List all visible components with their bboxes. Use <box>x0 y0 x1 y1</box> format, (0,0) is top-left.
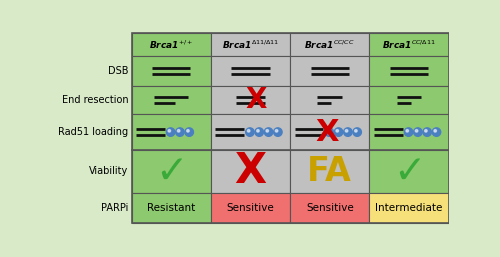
Circle shape <box>336 130 338 132</box>
Bar <box>290 86 370 114</box>
Circle shape <box>255 128 264 136</box>
Bar <box>290 192 370 223</box>
Bar <box>132 33 449 223</box>
Text: Sensitive: Sensitive <box>306 203 354 213</box>
Bar <box>370 114 449 150</box>
Text: End resection: End resection <box>62 95 128 105</box>
Bar <box>132 114 211 150</box>
Circle shape <box>168 130 170 132</box>
Text: X: X <box>315 118 338 146</box>
Text: Brca1$^{CC/\Delta11}$: Brca1$^{CC/\Delta11}$ <box>382 39 436 51</box>
Text: Rad51 loading: Rad51 loading <box>58 127 128 137</box>
Text: X: X <box>234 150 266 192</box>
Text: Brca1$^{+/+}$: Brca1$^{+/+}$ <box>149 39 194 51</box>
Circle shape <box>406 130 408 132</box>
Text: Resistant: Resistant <box>147 203 196 213</box>
Bar <box>132 86 211 114</box>
Circle shape <box>424 130 427 132</box>
Bar <box>290 114 370 150</box>
Text: X: X <box>246 86 268 114</box>
Text: ✓: ✓ <box>155 152 188 190</box>
Bar <box>211 192 290 223</box>
Circle shape <box>266 130 268 132</box>
Circle shape <box>354 130 357 132</box>
Bar <box>211 56 290 86</box>
Circle shape <box>346 130 348 132</box>
Bar <box>132 33 211 56</box>
Bar <box>211 114 290 150</box>
Text: Brca1$^{CC/CC}$: Brca1$^{CC/CC}$ <box>304 39 355 51</box>
Circle shape <box>186 130 189 132</box>
Bar <box>370 150 449 192</box>
Circle shape <box>414 128 422 136</box>
Circle shape <box>326 130 329 132</box>
Circle shape <box>404 128 413 136</box>
Circle shape <box>325 128 334 136</box>
Text: DSB: DSB <box>108 66 128 76</box>
Circle shape <box>264 128 273 136</box>
Bar <box>211 150 290 192</box>
Circle shape <box>178 130 180 132</box>
Circle shape <box>334 128 343 136</box>
Bar <box>370 33 449 56</box>
Text: ✓: ✓ <box>393 152 426 190</box>
Bar <box>132 192 211 223</box>
Text: FA: FA <box>308 155 352 188</box>
Circle shape <box>353 128 362 136</box>
Bar <box>211 86 290 114</box>
Circle shape <box>423 128 432 136</box>
Bar <box>132 150 211 192</box>
Circle shape <box>274 128 282 136</box>
Circle shape <box>166 128 175 136</box>
Bar <box>290 33 370 56</box>
Circle shape <box>256 130 259 132</box>
Circle shape <box>176 128 184 136</box>
Bar <box>370 192 449 223</box>
Circle shape <box>185 128 194 136</box>
Bar <box>290 56 370 86</box>
Circle shape <box>344 128 352 136</box>
Bar <box>370 56 449 86</box>
Text: Sensitive: Sensitive <box>226 203 274 213</box>
Bar <box>290 150 370 192</box>
Bar <box>370 86 449 114</box>
Circle shape <box>276 130 278 132</box>
Bar <box>132 56 211 86</box>
Text: PARPi: PARPi <box>101 203 128 213</box>
Circle shape <box>248 130 250 132</box>
Bar <box>211 33 290 56</box>
Circle shape <box>434 130 436 132</box>
Text: Viability: Viability <box>89 166 128 176</box>
Text: Intermediate: Intermediate <box>376 203 443 213</box>
Text: Brca1$^{\Delta11/\Delta11}$: Brca1$^{\Delta11/\Delta11}$ <box>222 39 279 51</box>
Circle shape <box>432 128 440 136</box>
Circle shape <box>246 128 254 136</box>
Circle shape <box>416 130 418 132</box>
